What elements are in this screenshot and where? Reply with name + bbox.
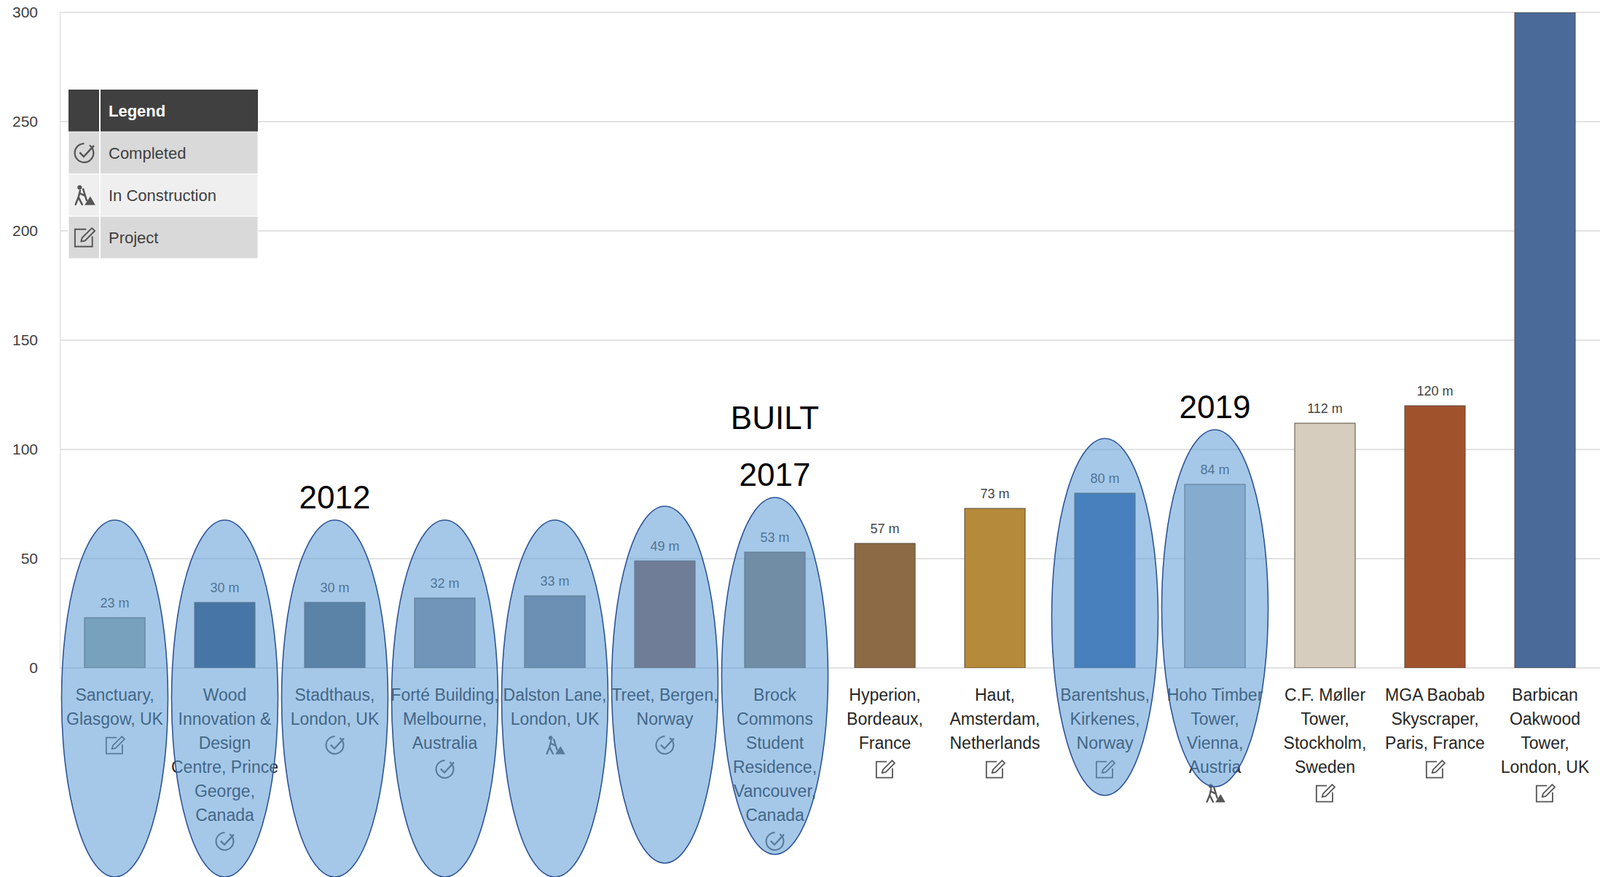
- highlight-ellipse: [61, 520, 169, 877]
- tick: 150: [12, 331, 60, 349]
- highlight-ellipse: [281, 520, 389, 877]
- tick: 0: [29, 659, 60, 677]
- status-icon: [75, 228, 95, 247]
- tick: 100: [12, 440, 60, 458]
- tick-label: 100: [12, 440, 38, 458]
- tick: 50: [21, 550, 60, 567]
- icon-part: [75, 189, 87, 205]
- icon-part: [986, 762, 1003, 779]
- tick-label: 50: [21, 550, 38, 567]
- annotation: 2017: [739, 456, 811, 493]
- legend-row: [68, 216, 258, 259]
- bar: [1514, 12, 1576, 669]
- tick-label: 150: [12, 331, 38, 349]
- icon-part: [1542, 784, 1555, 798]
- tick-label: 0: [29, 659, 38, 677]
- icon-part: [1322, 784, 1335, 798]
- annotation: BUILT: [730, 400, 819, 436]
- tick: 250: [12, 112, 60, 130]
- icon-part: [876, 762, 893, 779]
- highlight-ellipse: [171, 520, 279, 877]
- bar: [964, 508, 1026, 669]
- tick: 300: [12, 3, 60, 21]
- bar: [854, 543, 916, 669]
- annotation: 2012: [299, 479, 371, 516]
- legend-divider: [99, 89, 101, 259]
- icon-part: [84, 195, 96, 205]
- data-label: 120 m: [1416, 383, 1453, 399]
- axis-line: [59, 13, 61, 669]
- status-icon: [1536, 784, 1555, 803]
- data-label: 112 m: [1307, 401, 1343, 417]
- status-icon: [1426, 760, 1445, 779]
- grid-line: [59, 448, 1600, 450]
- bar: [1294, 423, 1356, 669]
- category-label: Haut,Amsterdam,Netherlands: [949, 685, 1040, 753]
- category-label: MGA BaobabSkyscraper,Paris, France: [1385, 685, 1485, 753]
- highlight-ellipse: [502, 520, 609, 877]
- icon-part: [1215, 794, 1226, 803]
- tick-label: 300: [12, 3, 38, 21]
- icon-part: [1432, 760, 1445, 774]
- category-label: Hyperion,Bordeaux,France: [846, 685, 924, 753]
- data-label: 73 m: [979, 486, 1010, 502]
- status-icon: [75, 185, 96, 205]
- tick-label: 250: [12, 112, 38, 130]
- icon-part: [75, 229, 93, 247]
- icon-part: [80, 228, 95, 242]
- icon-part: [992, 760, 1005, 774]
- highlight-ellipse: [722, 497, 829, 855]
- highlight-ellipse: [391, 520, 499, 877]
- grid-line: [59, 120, 1600, 122]
- status-icon: [876, 760, 895, 779]
- status-icon: [1316, 784, 1335, 803]
- icon-part: [1536, 786, 1553, 803]
- data-label: 57 m: [869, 521, 900, 537]
- y-axis: 0 50 100 150 200 250 300: [12, 3, 61, 677]
- legend: Legend Completed In Construction Project: [68, 89, 258, 259]
- category-label: BarbicanOakwoodTower,London, UK: [1500, 685, 1590, 777]
- tick: 200: [12, 222, 60, 239]
- bar: [1404, 405, 1466, 669]
- grid: [59, 12, 1600, 669]
- legend-entry: Project: [108, 228, 159, 247]
- grid-line: [59, 558, 1600, 559]
- chart: 05010015020025030023 m30 m30 m32 m33 m49…: [0, 0, 1600, 877]
- icon-part: [77, 185, 82, 190]
- icon-part: [882, 760, 895, 774]
- icon-part: [1426, 762, 1443, 779]
- legend-header: [68, 89, 258, 132]
- legend-entry: Completed: [108, 144, 186, 163]
- highlight-ellipse: [612, 506, 719, 864]
- grid-line: [59, 339, 1600, 341]
- legend-row: [68, 174, 258, 217]
- status-icon: [986, 760, 1005, 779]
- icon-part: [1207, 787, 1218, 803]
- highlight-ellipse: [1162, 429, 1269, 787]
- icon-part: [74, 142, 95, 164]
- annotations: 2012 BUILT 2017 2019: [299, 389, 1252, 516]
- legend-row: [68, 131, 258, 175]
- tick-label: 200: [12, 222, 38, 239]
- status-icon: [74, 142, 95, 164]
- grid-line: [59, 230, 1600, 231]
- grid-line: [59, 11, 1600, 13]
- category-label: C.F. MøllerTower,Stockholm,Sweden: [1283, 685, 1367, 777]
- annotation: 2019: [1179, 389, 1252, 425]
- legend-title: Legend: [108, 102, 166, 121]
- icon-part: [79, 145, 94, 157]
- highlights: [61, 429, 1269, 877]
- icon-part: [1316, 786, 1333, 803]
- highlight-ellipse: [1052, 438, 1159, 796]
- legend-entry: In Construction: [108, 186, 217, 205]
